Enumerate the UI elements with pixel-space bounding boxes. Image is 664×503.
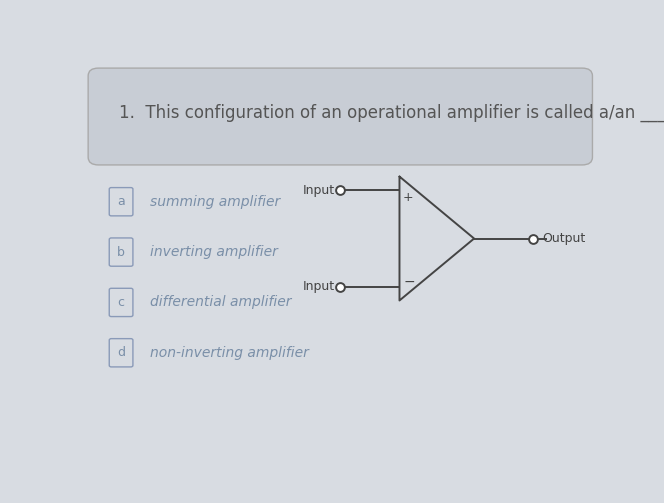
Text: Output: Output (542, 232, 586, 245)
FancyBboxPatch shape (110, 339, 133, 367)
FancyBboxPatch shape (110, 238, 133, 266)
Text: −: − (403, 275, 415, 289)
Text: summing amplifier: summing amplifier (150, 195, 280, 209)
Point (528, 234, 539, 242)
FancyBboxPatch shape (110, 288, 133, 316)
Point (335, 283, 346, 291)
Text: d: d (117, 346, 125, 359)
Text: non-inverting amplifier: non-inverting amplifier (150, 346, 309, 360)
Text: inverting amplifier: inverting amplifier (150, 245, 278, 259)
Text: 1.  This configuration of an operational amplifier is called a/an _______: 1. This configuration of an operational … (119, 104, 664, 122)
Text: a: a (118, 195, 125, 208)
Text: b: b (117, 245, 125, 259)
Text: +: + (403, 191, 414, 204)
Text: Input: Input (303, 184, 335, 197)
FancyBboxPatch shape (110, 188, 133, 216)
Text: differential amplifier: differential amplifier (150, 295, 291, 309)
Point (335, 186, 346, 194)
Text: c: c (118, 296, 125, 309)
FancyBboxPatch shape (88, 68, 592, 165)
Text: Input: Input (303, 281, 335, 293)
